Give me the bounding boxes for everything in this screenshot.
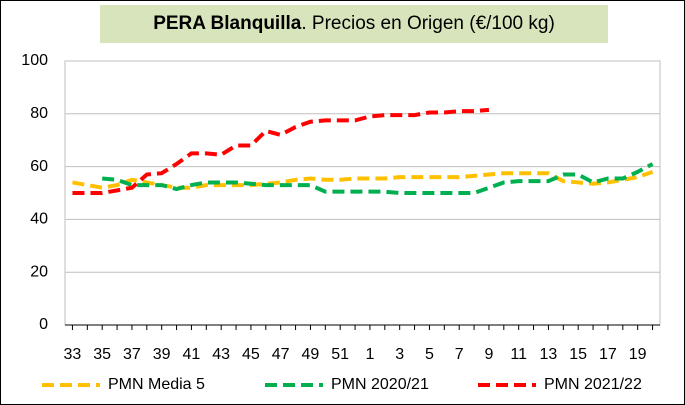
x-tick-label: 3 <box>395 346 404 363</box>
chart-title: PERA Blanquilla. Precios en Origen (€/10… <box>153 13 555 34</box>
legend-label: PMN Media 5 <box>108 376 205 393</box>
x-tick-label: 19 <box>629 346 647 363</box>
x-tick-label: 33 <box>64 346 82 363</box>
x-tick-label: 9 <box>484 346 493 363</box>
x-tick-label: 41 <box>183 346 201 363</box>
x-tick-label: 11 <box>510 346 527 363</box>
y-tick-label: 0 <box>39 316 48 333</box>
x-tick-label: 7 <box>455 346 464 363</box>
x-tick-label: 45 <box>242 346 260 363</box>
legend-label: PMN 2020/21 <box>331 376 429 393</box>
x-tick-label: 15 <box>569 346 587 363</box>
y-tick-label: 80 <box>30 105 48 122</box>
x-tick-label: 51 <box>331 346 349 363</box>
series-line <box>72 107 490 195</box>
title-bold: PERA Blanquilla <box>153 13 302 34</box>
title-rest: . Precios en Origen (€/100 kg) <box>301 13 554 34</box>
x-tick-label: 37 <box>123 346 141 363</box>
series-line <box>102 162 654 195</box>
x-tick-label: 43 <box>212 346 230 363</box>
y-tick-label: 100 <box>21 52 48 69</box>
y-tick-label: 40 <box>30 211 48 228</box>
x-tick-label: 49 <box>302 346 320 363</box>
title-box <box>100 5 608 43</box>
x-tick-label: 39 <box>153 346 171 363</box>
y-tick-label: 60 <box>30 158 48 175</box>
x-tick-label: 35 <box>93 346 111 363</box>
x-tick-label: 1 <box>365 346 374 363</box>
x-tick-label: 47 <box>272 346 290 363</box>
x-tick-label: 17 <box>599 346 617 363</box>
x-tick-label: 5 <box>425 346 434 363</box>
x-tick-label: 13 <box>540 346 558 363</box>
y-tick-label: 20 <box>30 263 48 280</box>
legend-label: PMN 2021/22 <box>544 376 642 393</box>
